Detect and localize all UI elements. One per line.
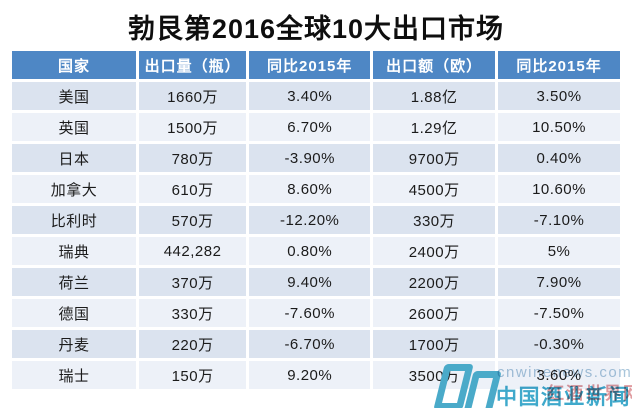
- cell-yoy-volume: -7.60%: [249, 299, 371, 327]
- cell-yoy-volume: -6.70%: [249, 330, 371, 358]
- cell-yoy-value: 3.50%: [498, 82, 620, 110]
- table-row: 英国 1500万 6.70% 1.29亿 10.50%: [12, 113, 620, 141]
- watermark-overlay-text: 红酒世界网: [547, 384, 632, 403]
- table-row: 瑞典 442,282 0.80% 2400万 5%: [12, 237, 620, 265]
- cell-yoy-value: 10.50%: [498, 113, 620, 141]
- export-markets-table: 国家 出口量（瓶） 同比2015年 出口额（欧） 同比2015年 美国 1660…: [9, 48, 623, 392]
- cell-yoy-value: -0.30%: [498, 330, 620, 358]
- cell-export-value: 9700万: [373, 144, 496, 172]
- cell-yoy-volume: 3.40%: [249, 82, 371, 110]
- cell-export-volume: 780万: [138, 144, 247, 172]
- cell-yoy-value: 7.90%: [498, 268, 620, 296]
- column-header-yoy-volume: 同比2015年: [249, 51, 371, 79]
- column-header-export-volume: 出口量（瓶）: [138, 51, 247, 79]
- cell-export-value: 3500万: [373, 361, 496, 389]
- watermark-site-url: cnwinenews.com: [497, 364, 632, 381]
- cell-export-value: 1700万: [373, 330, 496, 358]
- cell-export-volume: 370万: [138, 268, 247, 296]
- column-header-yoy-value: 同比2015年: [498, 51, 620, 79]
- cell-yoy-volume: -12.20%: [249, 206, 371, 234]
- cell-country: 比利时: [12, 206, 136, 234]
- cell-export-value: 1.29亿: [373, 113, 496, 141]
- table-row: 瑞士 150万 9.20% 3500万 3.60%: [12, 361, 620, 389]
- cell-yoy-volume: 9.40%: [249, 268, 371, 296]
- column-header-export-value: 出口额（欧）: [373, 51, 496, 79]
- cell-export-volume: 150万: [138, 361, 247, 389]
- cell-export-volume: 330万: [138, 299, 247, 327]
- cell-yoy-value: 0.40%: [498, 144, 620, 172]
- table-row: 荷兰 370万 9.40% 2200万 7.90%: [12, 268, 620, 296]
- cell-yoy-volume: -3.90%: [249, 144, 371, 172]
- cell-country: 瑞典: [12, 237, 136, 265]
- cell-yoy-value: -7.10%: [498, 206, 620, 234]
- cell-yoy-volume: 9.20%: [249, 361, 371, 389]
- table-row: 日本 780万 -3.90% 9700万 0.40%: [12, 144, 620, 172]
- page-title: 勃艮第2016全球10大出口市场: [127, 14, 505, 44]
- cell-export-value: 330万: [373, 206, 496, 234]
- cell-yoy-volume: 6.70%: [249, 113, 371, 141]
- cell-yoy-value: 10.60%: [498, 175, 620, 203]
- cell-export-value: 2400万: [373, 237, 496, 265]
- cell-export-value: 2600万: [373, 299, 496, 327]
- cell-export-volume: 570万: [138, 206, 247, 234]
- cell-country: 荷兰: [12, 268, 136, 296]
- cell-export-volume: 1660万: [138, 82, 247, 110]
- cell-export-value: 1.88亿: [373, 82, 496, 110]
- cell-country: 丹麦: [12, 330, 136, 358]
- table-row: 德国 330万 -7.60% 2600万 -7.50%: [12, 299, 620, 327]
- cell-country: 美国: [12, 82, 136, 110]
- cell-export-volume: 610万: [138, 175, 247, 203]
- column-header-country: 国家: [12, 51, 136, 79]
- cell-country: 日本: [12, 144, 136, 172]
- cell-country: 英国: [12, 113, 136, 141]
- cnwinenews-logo-icon: [433, 362, 502, 408]
- table-header-row: 国家 出口量（瓶） 同比2015年 出口额（欧） 同比2015年: [12, 51, 620, 79]
- table-row: 比利时 570万 -12.20% 330万 -7.10%: [12, 206, 620, 234]
- cell-yoy-value: -7.50%: [498, 299, 620, 327]
- cell-country: 加拿大: [12, 175, 136, 203]
- cell-export-value: 4500万: [373, 175, 496, 203]
- cell-country: 瑞士: [12, 361, 136, 389]
- cell-export-value: 2200万: [373, 268, 496, 296]
- cell-country: 德国: [12, 299, 136, 327]
- cell-yoy-volume: 8.60%: [249, 175, 371, 203]
- cell-export-volume: 220万: [138, 330, 247, 358]
- table-row: 美国 1660万 3.40% 1.88亿 3.50%: [12, 82, 620, 110]
- watermark-site-name: 中国酒业新闻网: [496, 386, 632, 408]
- cell-export-volume: 442,282: [138, 237, 247, 265]
- cell-yoy-value: 3.60%: [498, 361, 620, 389]
- table-row: 加拿大 610万 8.60% 4500万 10.60%: [12, 175, 620, 203]
- cell-yoy-volume: 0.80%: [249, 237, 371, 265]
- cell-yoy-value: 5%: [498, 237, 620, 265]
- table-row: 丹麦 220万 -6.70% 1700万 -0.30%: [12, 330, 620, 358]
- cell-export-volume: 1500万: [138, 113, 247, 141]
